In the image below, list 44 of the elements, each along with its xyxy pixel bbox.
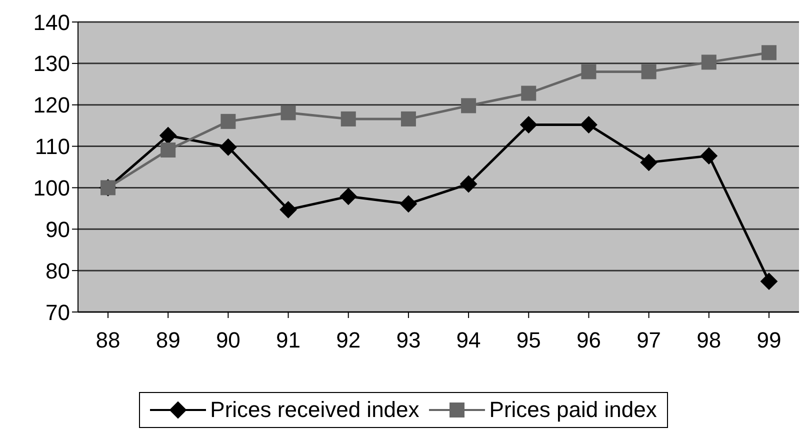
- y-tick-label: 70: [46, 300, 70, 325]
- y-tick-label: 110: [34, 134, 70, 160]
- point: [340, 111, 356, 126]
- point: [160, 142, 176, 158]
- x-tick-label: 93: [396, 328, 421, 353]
- legend-label: Prices received index: [210, 397, 420, 423]
- x-tick-label: 99: [756, 328, 782, 353]
- point: [400, 195, 417, 212]
- y-tick-label: 130: [33, 51, 70, 76]
- point: [521, 86, 536, 101]
- point: [640, 154, 658, 171]
- x-tick-label: 96: [576, 328, 601, 353]
- point: [160, 127, 177, 144]
- point: [400, 111, 416, 126]
- y-tick-label: 90: [46, 216, 70, 242]
- x-tick-label: 94: [456, 328, 481, 353]
- y-tick-label: 140: [33, 10, 70, 35]
- x-tick-label: 92: [336, 328, 361, 353]
- legend-label: Prices paid index: [489, 397, 657, 423]
- point: [762, 45, 776, 60]
- x-tick-label: 89: [156, 328, 180, 353]
- y-tick-label: 120: [33, 92, 70, 118]
- y-tick-label: 80: [46, 258, 70, 284]
- x-tick-label: 98: [696, 328, 722, 353]
- point: [220, 138, 237, 156]
- point: [461, 98, 476, 114]
- point: [340, 188, 357, 205]
- point: [581, 64, 596, 80]
- x-tick-label: 90: [216, 328, 240, 353]
- point: [220, 114, 236, 129]
- point: [460, 175, 478, 192]
- x-tick-label: 91: [276, 328, 301, 353]
- x-tick-label: 88: [96, 328, 120, 353]
- point: [280, 201, 297, 218]
- y-tick-label: 100: [33, 176, 70, 201]
- point: [280, 105, 296, 120]
- point: [701, 54, 716, 70]
- x-tick-label: 97: [636, 328, 662, 353]
- point: [641, 64, 656, 80]
- point: [580, 116, 598, 134]
- point: [520, 116, 538, 134]
- point: [760, 272, 778, 290]
- point: [700, 147, 718, 164]
- x-tick-label: 95: [516, 328, 541, 353]
